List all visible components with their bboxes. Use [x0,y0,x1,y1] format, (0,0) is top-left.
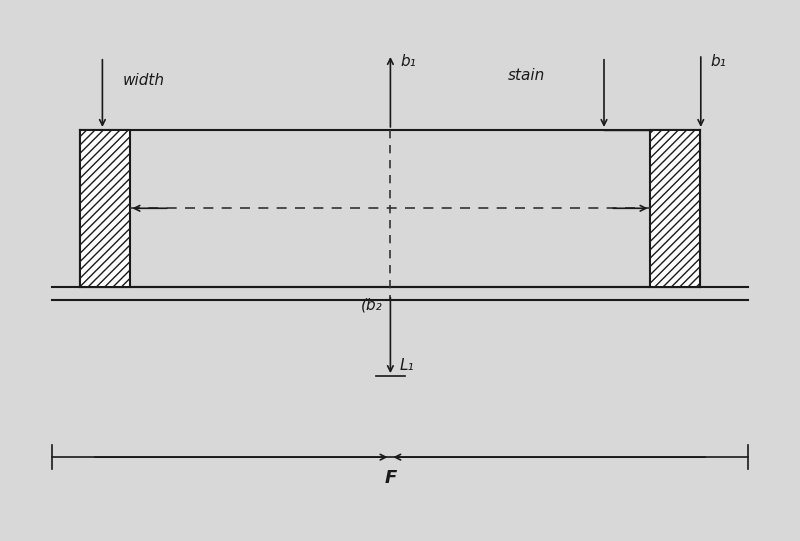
Text: F: F [384,469,397,487]
Text: stain: stain [508,68,546,82]
Text: L₁: L₁ [400,358,414,373]
Bar [80,130,130,287]
Bar [650,130,700,287]
Text: b₁: b₁ [710,54,726,69]
Text: width: width [122,73,165,88]
Text: b₁: b₁ [400,54,416,69]
Text: (b₂: (b₂ [361,298,382,313]
